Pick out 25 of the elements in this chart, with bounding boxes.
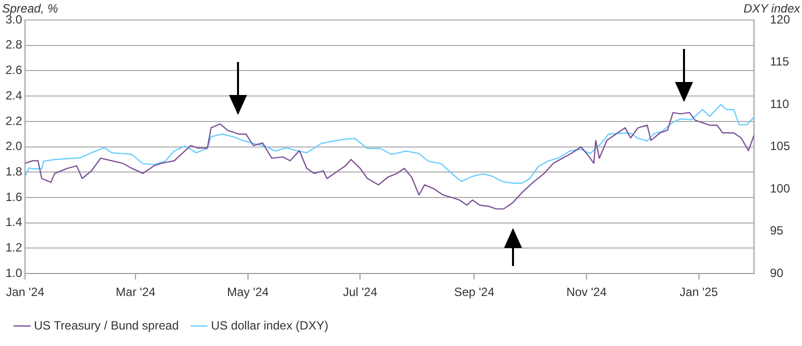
- y-tick-label: 1.4: [5, 215, 22, 230]
- x-tick-label: Jan '24: [6, 285, 45, 300]
- y-tick-label: 2.8: [5, 38, 22, 52]
- y-tick-label: 2.2: [5, 114, 22, 128]
- y-tick-label: 1.6: [5, 190, 22, 204]
- y-tick-label: 1.8: [5, 164, 22, 178]
- y-tick-label: 1.2: [5, 240, 22, 255]
- y-tick-label: 2.4: [5, 88, 22, 102]
- y-tick-label: 2.0: [5, 139, 22, 154]
- y-tick-label: 2.6: [5, 63, 22, 78]
- x-tick-label: Jul '24: [342, 285, 378, 300]
- y-tick-label: 1.0: [5, 266, 22, 280]
- x-tick-label: Sep '24: [454, 285, 495, 300]
- x-tick-label: May '24: [227, 285, 269, 300]
- y2-tick-label: 115: [770, 54, 790, 69]
- legend-label: US dollar index (DXY): [210, 318, 328, 332]
- x-tick-label: Nov '24: [566, 285, 607, 300]
- y2-tick-label: 105: [770, 139, 790, 154]
- y2-tick-label: 110: [770, 96, 790, 111]
- y2-tick-label: 95: [770, 224, 784, 238]
- x-tick-label: Mar '24: [116, 285, 156, 300]
- y2-tick-label: 100: [770, 181, 790, 196]
- y2-tick-label: 90: [770, 266, 784, 280]
- legend-label: US Treasury / Bund spread: [34, 318, 179, 332]
- x-tick-label: Jan '25: [680, 285, 718, 300]
